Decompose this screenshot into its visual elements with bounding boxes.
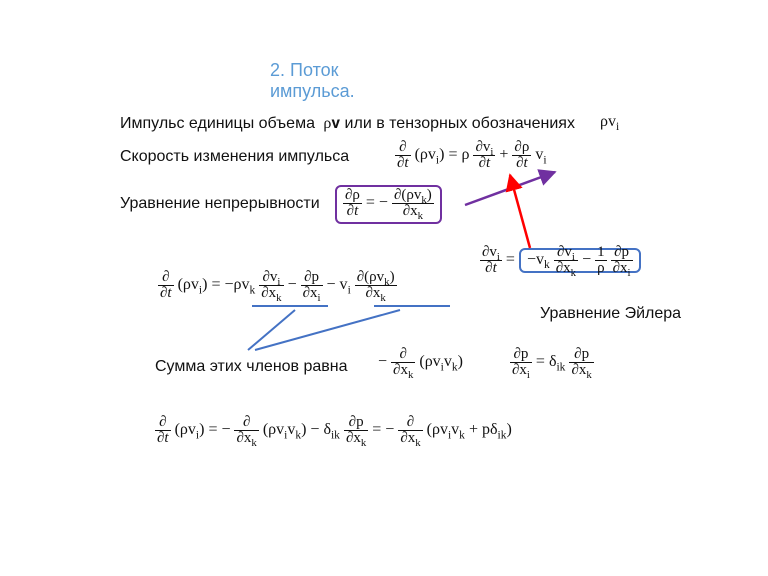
eq-combined: ∂∂t (ρvi) = −ρvk ∂vi∂xk − ∂p∂xi − vi ∂(ρ… xyxy=(158,270,397,301)
title-line2: импульса. xyxy=(270,81,355,101)
title-line1: 2. Поток xyxy=(270,60,339,80)
arrow-sum-left xyxy=(248,310,295,350)
line-continuity-label: Уравнение непрерывности xyxy=(120,195,320,213)
arrow-sum-right xyxy=(255,310,400,350)
eq-continuity: ∂ρ∂t = − ∂(ρvk)∂xk xyxy=(335,185,442,224)
eq-sum2: ∂p∂xi = δik ∂p∂xk xyxy=(510,347,594,378)
line-impulse-volume: Импульс единицы объема ρ𝐯 или в тензорны… xyxy=(120,115,575,133)
rhovi-tensor: ρvi xyxy=(600,113,619,131)
sum-label: Сумма этих членов равна xyxy=(155,358,348,376)
rhov: ρ𝐯 xyxy=(323,115,340,132)
euler-label: Уравнение Эйлера xyxy=(540,305,681,323)
underline-term1 xyxy=(252,305,328,307)
eq-sum1: − ∂∂xk (ρvivk) xyxy=(378,347,463,378)
eq-rate-of-change: ∂∂t (ρvi) = ρ ∂vi∂t + ∂ρ∂t vi xyxy=(395,140,547,171)
underline-term2 xyxy=(374,305,450,307)
eq-euler: ∂vi∂t = −vk ∂vi∂xk − 1ρ ∂p∂xi xyxy=(480,245,641,276)
arrow-continuity xyxy=(465,172,555,205)
line-rate-label: Скорость изменения импульса xyxy=(120,148,349,166)
eq-final: ∂∂t (ρvi) = − ∂∂xk (ρvivk) − δik ∂p∂xk =… xyxy=(155,415,512,446)
section-title: 2. Поток импульса. xyxy=(270,60,470,102)
slide-content: 2. Поток импульса. Импульс единицы объем… xyxy=(0,0,768,576)
arrow-euler xyxy=(510,175,530,248)
text: Импульс единицы объема xyxy=(120,115,315,132)
suffix: или в тензорных обозначениях xyxy=(345,115,575,132)
